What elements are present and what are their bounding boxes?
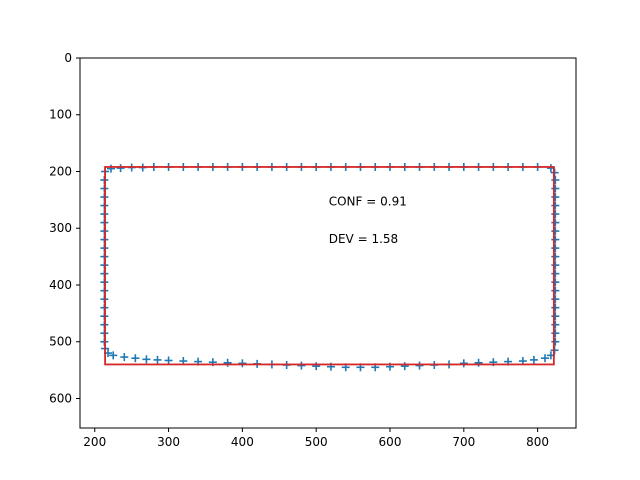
data-point (551, 201, 560, 210)
data-point (400, 362, 409, 371)
data-point (142, 355, 151, 364)
y-tick-label: 0 (64, 51, 72, 65)
x-tick-label: 600 (379, 435, 402, 449)
data-point (459, 359, 468, 368)
y-tick-label: 200 (49, 164, 72, 178)
y-tick-label: 500 (49, 335, 72, 349)
data-point (120, 353, 129, 362)
y-axis: 0 100 200 300 400 500 600 (49, 51, 80, 405)
data-point (551, 286, 560, 295)
data-point (551, 269, 560, 278)
data-point (551, 261, 560, 270)
data-point (551, 312, 560, 321)
data-point (297, 361, 306, 370)
x-tick-label: 800 (526, 435, 549, 449)
x-tick-label: 700 (452, 435, 475, 449)
data-point (153, 355, 162, 364)
y-tick-label: 400 (49, 278, 72, 292)
data-point (551, 193, 560, 202)
data-point (551, 176, 560, 185)
x-axis: 200 300 400 500 600 700 800 (83, 428, 549, 449)
data-point (223, 358, 232, 367)
data-point (551, 244, 560, 253)
data-point (164, 356, 173, 365)
data-point (551, 227, 560, 236)
data-point (551, 218, 560, 227)
x-tick-label: 300 (157, 435, 180, 449)
data-point (551, 320, 560, 329)
bounding-box (104, 166, 555, 366)
data-point (109, 351, 118, 360)
data-point (551, 184, 560, 193)
data-point (551, 329, 560, 338)
data-point (551, 303, 560, 312)
data-point (529, 355, 538, 364)
data-point (238, 359, 247, 368)
data-point (551, 235, 560, 244)
y-tick-label: 100 (49, 108, 72, 122)
data-point (551, 278, 560, 287)
data-point (116, 164, 125, 173)
data-point (312, 362, 321, 371)
x-tick-label: 400 (231, 435, 254, 449)
data-point (551, 210, 560, 219)
annotation-dev: DEV = 1.58 (329, 232, 398, 246)
x-tick-label: 200 (83, 435, 106, 449)
data-point (541, 354, 549, 363)
data-point (415, 361, 424, 370)
y-tick-label: 600 (49, 391, 72, 405)
data-point (131, 354, 140, 363)
x-tick-label: 500 (305, 435, 328, 449)
data-point (551, 337, 560, 346)
annotation-conf: CONF = 0.91 (329, 195, 407, 209)
data-point (551, 295, 560, 304)
data-point (107, 164, 115, 173)
axes-frame (79, 57, 577, 429)
y-tick-label: 300 (49, 221, 72, 235)
data-point (551, 252, 560, 261)
data-point (474, 358, 483, 367)
